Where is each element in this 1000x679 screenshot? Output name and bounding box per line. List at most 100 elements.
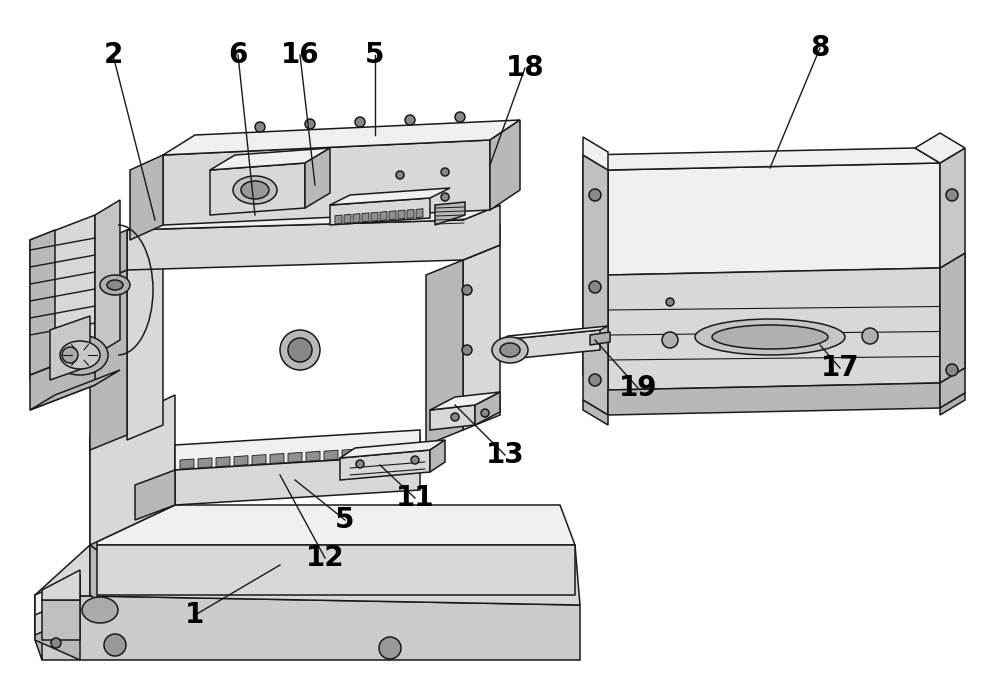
Polygon shape: [42, 570, 80, 600]
Polygon shape: [270, 454, 284, 464]
Polygon shape: [430, 405, 475, 430]
Text: 17: 17: [821, 354, 859, 382]
Ellipse shape: [82, 597, 118, 623]
Text: 13: 13: [486, 441, 524, 469]
Polygon shape: [335, 215, 342, 224]
Polygon shape: [380, 211, 387, 221]
Circle shape: [379, 637, 401, 659]
Ellipse shape: [233, 176, 277, 204]
Polygon shape: [330, 188, 450, 205]
Polygon shape: [127, 235, 163, 270]
Circle shape: [589, 374, 601, 386]
Circle shape: [104, 634, 126, 656]
Polygon shape: [90, 545, 97, 600]
Polygon shape: [463, 245, 500, 430]
Polygon shape: [324, 450, 338, 460]
Polygon shape: [590, 332, 610, 345]
Circle shape: [396, 196, 404, 204]
Circle shape: [862, 328, 878, 344]
Polygon shape: [180, 459, 194, 469]
Ellipse shape: [60, 341, 100, 369]
Circle shape: [451, 413, 459, 421]
Polygon shape: [940, 253, 965, 383]
Polygon shape: [500, 326, 608, 340]
Ellipse shape: [712, 325, 828, 349]
Ellipse shape: [241, 181, 269, 199]
Circle shape: [462, 400, 472, 410]
Polygon shape: [583, 137, 608, 170]
Circle shape: [666, 298, 674, 306]
Polygon shape: [940, 368, 965, 408]
Polygon shape: [608, 163, 940, 275]
Polygon shape: [90, 395, 175, 545]
Polygon shape: [475, 392, 500, 425]
Polygon shape: [435, 202, 465, 225]
Text: 19: 19: [619, 374, 657, 402]
Circle shape: [441, 168, 449, 176]
Circle shape: [288, 338, 312, 362]
Polygon shape: [130, 155, 163, 240]
Polygon shape: [35, 595, 80, 660]
Polygon shape: [305, 148, 330, 208]
Circle shape: [462, 345, 472, 355]
Polygon shape: [35, 575, 80, 615]
Polygon shape: [430, 440, 445, 472]
Polygon shape: [127, 255, 163, 440]
Circle shape: [280, 330, 320, 370]
Polygon shape: [340, 450, 430, 480]
Circle shape: [255, 122, 265, 132]
Ellipse shape: [100, 275, 130, 295]
Circle shape: [946, 189, 958, 201]
Polygon shape: [342, 449, 356, 459]
Circle shape: [455, 112, 465, 122]
Polygon shape: [340, 440, 445, 458]
Text: 18: 18: [506, 54, 544, 82]
Polygon shape: [30, 338, 120, 380]
Polygon shape: [389, 210, 396, 220]
Polygon shape: [175, 455, 420, 505]
Polygon shape: [252, 455, 266, 464]
Polygon shape: [35, 545, 580, 605]
Circle shape: [481, 409, 489, 417]
Polygon shape: [426, 260, 463, 445]
Text: 8: 8: [810, 34, 830, 62]
Polygon shape: [583, 400, 608, 425]
Text: 5: 5: [335, 506, 355, 534]
Text: 1: 1: [185, 601, 205, 629]
Circle shape: [441, 193, 449, 201]
Polygon shape: [127, 205, 500, 230]
Polygon shape: [30, 370, 120, 410]
Circle shape: [946, 364, 958, 376]
Ellipse shape: [492, 337, 528, 363]
Text: 2: 2: [103, 41, 123, 69]
Circle shape: [405, 115, 415, 125]
Polygon shape: [583, 155, 608, 415]
Polygon shape: [135, 470, 175, 520]
Polygon shape: [35, 595, 580, 660]
Polygon shape: [30, 215, 95, 380]
Text: 16: 16: [281, 41, 319, 69]
Polygon shape: [50, 316, 90, 380]
Circle shape: [462, 285, 472, 295]
Polygon shape: [940, 393, 965, 415]
Polygon shape: [608, 268, 940, 390]
Polygon shape: [330, 198, 430, 225]
Ellipse shape: [695, 319, 845, 355]
Circle shape: [396, 171, 404, 179]
Polygon shape: [90, 270, 127, 450]
Polygon shape: [915, 133, 965, 163]
Polygon shape: [940, 148, 965, 268]
Polygon shape: [198, 458, 212, 468]
Polygon shape: [362, 213, 369, 222]
Polygon shape: [396, 446, 410, 456]
Polygon shape: [95, 200, 120, 355]
Polygon shape: [127, 205, 500, 270]
Polygon shape: [608, 383, 940, 415]
Polygon shape: [371, 213, 378, 221]
Circle shape: [411, 456, 419, 464]
Polygon shape: [583, 148, 940, 170]
Polygon shape: [940, 253, 965, 383]
Polygon shape: [216, 457, 230, 466]
Polygon shape: [407, 209, 414, 219]
Circle shape: [355, 117, 365, 127]
